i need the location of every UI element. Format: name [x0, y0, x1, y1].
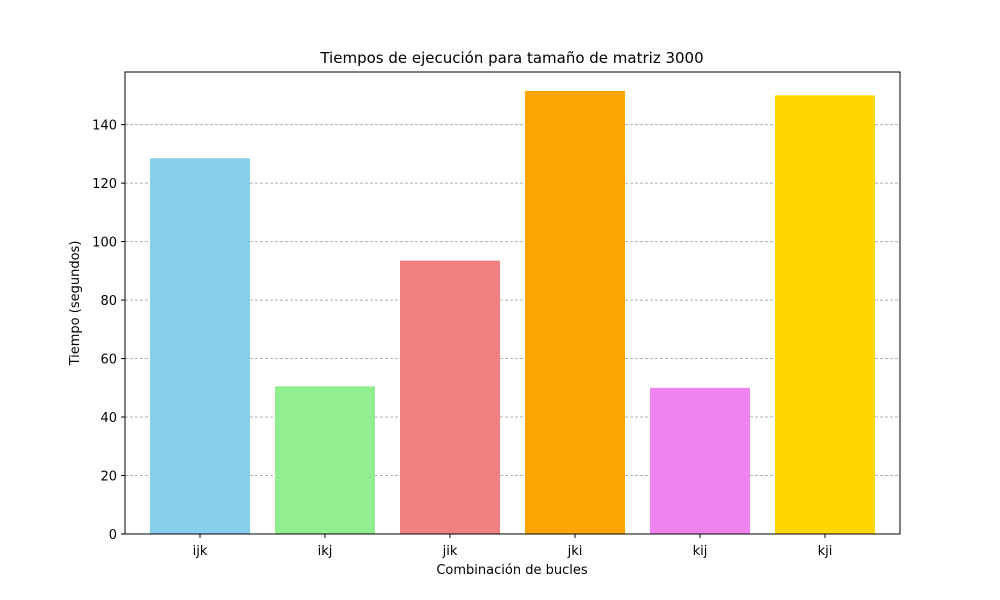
- x-tick-label: kij: [693, 544, 708, 559]
- y-tick-label: 0: [109, 528, 117, 543]
- y-tick-label: 120: [92, 177, 117, 192]
- x-tick-label: jik: [442, 544, 458, 559]
- y-tick-label: 20: [100, 470, 117, 485]
- x-tick-label: ijk: [193, 544, 208, 559]
- bar-jki: [525, 91, 625, 534]
- x-axis-ticks: ijk ikj jik jki kij kji: [193, 534, 833, 559]
- y-tick-label: 40: [100, 411, 117, 426]
- grid-lines: [125, 124, 900, 477]
- chart-title: Tiempos de ejecución para tamaño de matr…: [319, 49, 703, 67]
- bar-kji: [775, 95, 875, 535]
- y-tick-label: 140: [92, 119, 117, 134]
- y-tick-label: 60: [100, 353, 117, 368]
- x-tick-label: jki: [567, 544, 583, 559]
- bar-ijk: [150, 158, 250, 534]
- y-tick-label: 100: [92, 236, 117, 251]
- bars: [150, 91, 875, 535]
- bar-jik: [400, 260, 500, 534]
- x-axis-label: Combinación de bucles: [436, 563, 587, 578]
- y-tick-label: 80: [100, 294, 117, 309]
- plot-frame: [124, 71, 901, 535]
- y-axis-ticks: 0 20 40 60 80 100 120 140: [92, 119, 125, 543]
- x-tick-label: ikj: [318, 544, 333, 559]
- bar-ikj: [275, 386, 375, 534]
- y-axis-label: Tiempo (segundos): [68, 241, 83, 367]
- bar-kij: [650, 387, 750, 534]
- x-tick-label: kji: [818, 544, 833, 559]
